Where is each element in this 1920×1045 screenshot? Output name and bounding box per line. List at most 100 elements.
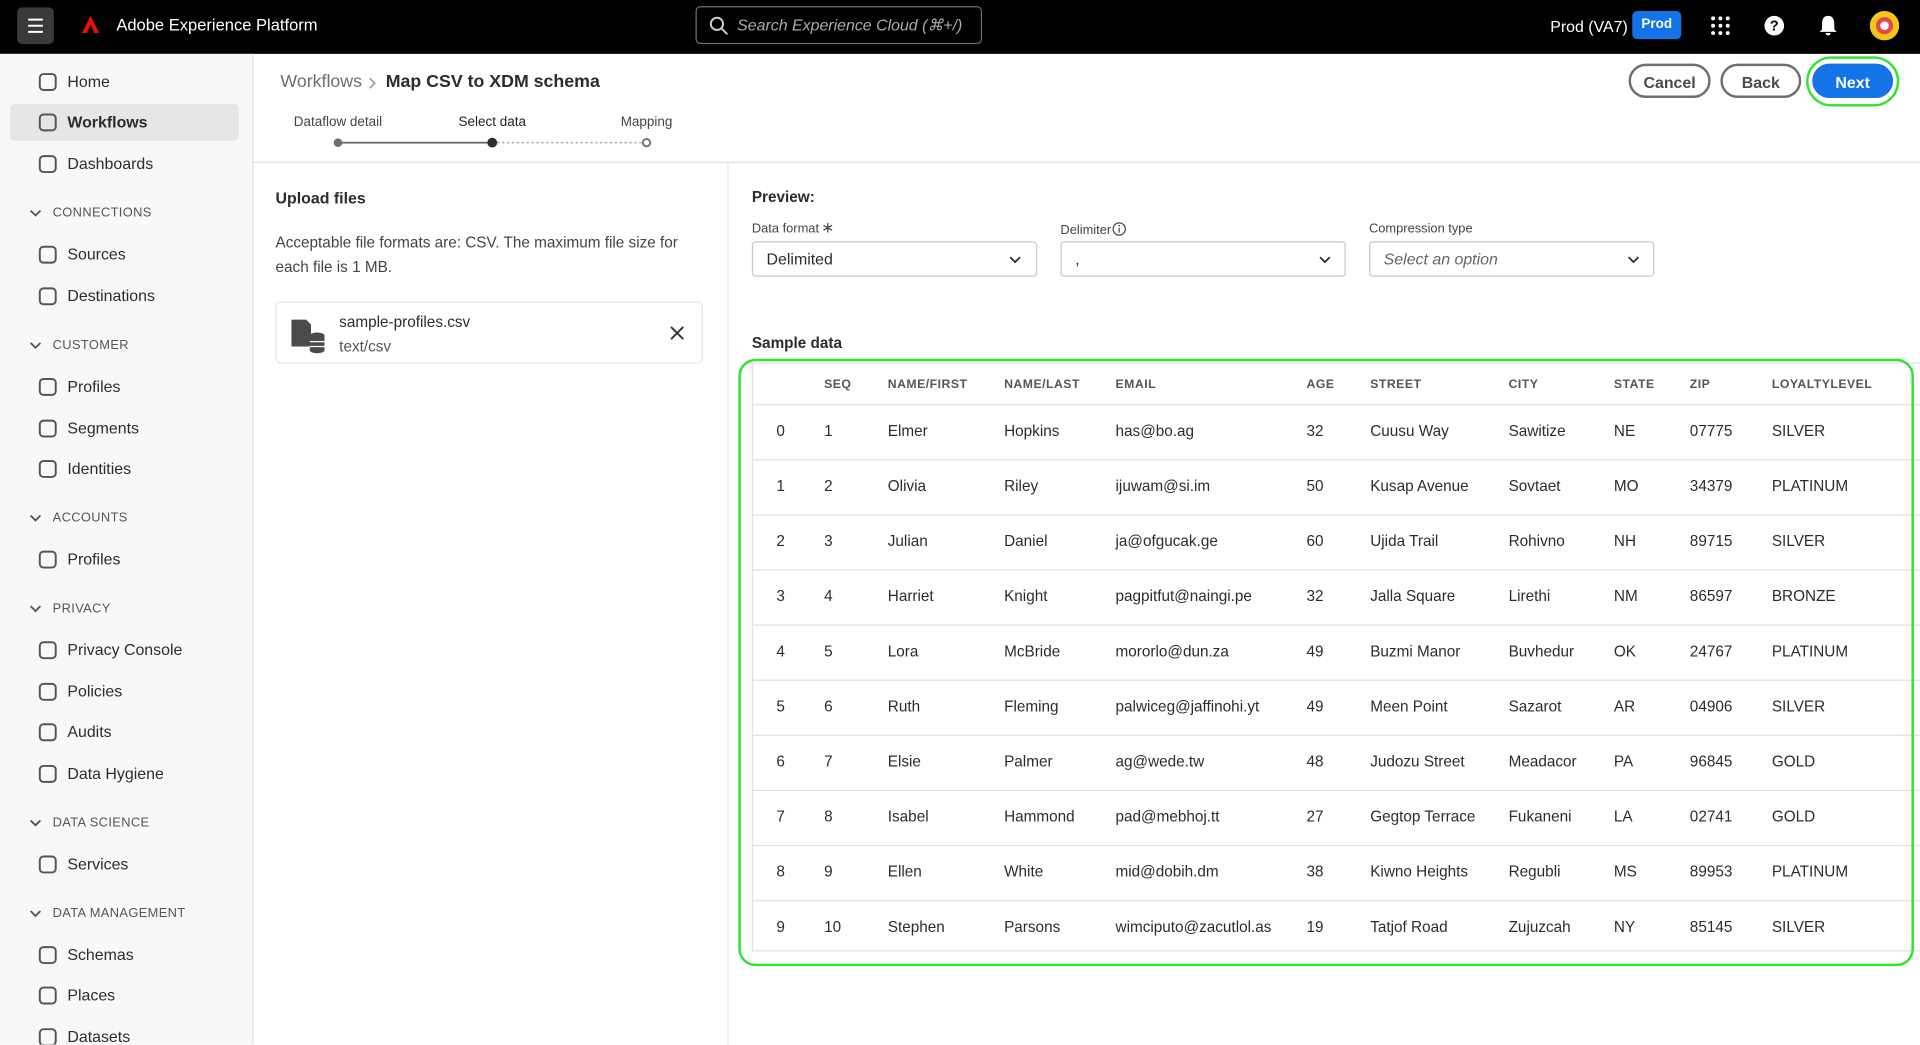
section-header: ACCOUNTS: [52, 510, 128, 526]
table-cell: 27: [1306, 808, 1324, 826]
table-cell: 7: [824, 753, 833, 771]
nav-item[interactable]: Datasets: [10, 1019, 239, 1045]
nav-icon: [38, 419, 57, 438]
table-cell: GOLD: [1771, 808, 1816, 826]
table-cell: 0: [776, 422, 785, 440]
table-cell: 2: [776, 532, 785, 550]
highlight: [738, 358, 1914, 967]
apps-icon[interactable]: [1709, 15, 1731, 37]
table-cell: Daniel: [1004, 532, 1048, 550]
nav-label: Identities: [67, 459, 132, 478]
table-cell: 49: [1306, 642, 1324, 661]
nav-item[interactable]: Workflows: [9, 104, 239, 141]
table-cell: Hopkins: [1004, 422, 1060, 440]
svg-text:?: ?: [1770, 19, 1779, 35]
chevron: [29, 910, 42, 918]
top-bar: Adobe Experience Platform Search Experie…: [0, 0, 1920, 54]
nav-label: Home: [67, 72, 110, 91]
nav-item[interactable]: Destinations: [10, 278, 239, 315]
table-cell: 07775: [1689, 422, 1733, 440]
nav-item[interactable]: Dashboards: [10, 146, 239, 183]
nav-item[interactable]: Audits: [10, 714, 239, 751]
cancel-button[interactable]: Cancel: [1628, 63, 1711, 98]
table-cell: MS: [1613, 863, 1637, 881]
nav-label: Sources: [67, 244, 126, 264]
table-cell: Ellen: [887, 863, 922, 881]
table-cell: Meadacor: [1508, 753, 1577, 771]
table-cell: 6: [824, 697, 833, 716]
nav-label: Segments: [67, 418, 140, 438]
table-cell: NY: [1613, 918, 1636, 936]
table-cell: 10: [824, 918, 842, 936]
table-cell: 34379: [1689, 477, 1733, 495]
table-cell: 60: [1306, 532, 1324, 550]
table-cell: 8: [824, 808, 833, 826]
table-cell: 4: [824, 587, 833, 605]
section-header: DATA SCIENCE: [52, 815, 150, 831]
environment[interactable]: Prod (VA7): [1550, 17, 1628, 36]
nav-item[interactable]: Profiles: [10, 541, 239, 578]
table-cell: Lirethi: [1508, 587, 1551, 605]
compression-select[interactable]: Select an option: [1368, 241, 1655, 277]
column-header: AGE: [1306, 378, 1335, 392]
nav-item[interactable]: Identities: [10, 451, 239, 488]
chevron: [29, 209, 42, 217]
table-cell: 2: [824, 477, 833, 495]
table-cell: Riley: [1004, 477, 1039, 495]
chevron: [29, 342, 42, 350]
delimiter-select[interactable]: ,: [1060, 241, 1346, 277]
table-cell: Kusap Avenue: [1370, 477, 1469, 495]
search-box[interactable]: Search Experience Cloud (⌘+/): [695, 6, 983, 45]
table-cell: Stephen: [887, 918, 945, 936]
table-cell: 02741: [1689, 808, 1733, 826]
nav-item[interactable]: Sources: [10, 236, 239, 273]
remove-file[interactable]: [670, 326, 685, 341]
nav-item[interactable]: Home: [10, 64, 239, 101]
table-cell: Rohivno: [1508, 532, 1565, 550]
table-cell: 6: [776, 753, 785, 771]
nav-item[interactable]: Services: [10, 846, 239, 883]
nav-item[interactable]: Segments: [10, 410, 239, 447]
breadcrumb-parent[interactable]: Workflows: [280, 72, 362, 92]
nav-item[interactable]: Privacy Console: [10, 632, 239, 669]
table-cell: OK: [1613, 642, 1637, 661]
nav-item[interactable]: Schemas: [10, 937, 239, 974]
next-button[interactable]: Next: [1812, 63, 1894, 98]
upload-description: Acceptable file formats are: CSV. The ma…: [275, 233, 678, 275]
column-header: LOYALTYLEVEL: [1771, 378, 1873, 392]
table-cell: Ujida Trail: [1370, 532, 1439, 550]
nav-label: Dashboards: [67, 154, 154, 173]
chevron: [29, 514, 42, 522]
table-cell: 1: [824, 422, 833, 440]
nav-item[interactable]: Data Hygiene: [10, 756, 239, 793]
nav-item[interactable]: Places: [10, 977, 239, 1014]
table-cell: 49: [1306, 697, 1324, 716]
table-cell: Sawitize: [1508, 422, 1566, 440]
menu-button[interactable]: [17, 7, 54, 45]
nav-label: Policies: [67, 682, 123, 701]
table-cell: Judozu Street: [1370, 753, 1465, 771]
row-divider: [753, 624, 1920, 626]
table-cell: palwiceg@jaffinohi.yt: [1115, 697, 1260, 716]
nav-item[interactable]: Policies: [10, 673, 239, 710]
back-button[interactable]: Back: [1720, 63, 1802, 98]
highlight: [1806, 56, 1900, 107]
product-name: Adobe Experience Platform: [116, 15, 318, 35]
nav-label: Places: [67, 985, 116, 1005]
table-cell: NE: [1613, 422, 1636, 440]
nav-icon: [38, 245, 57, 264]
avatar[interactable]: [1869, 11, 1900, 41]
row-divider: [753, 900, 1920, 902]
table-cell: 1: [776, 477, 785, 495]
column-header: CITY: [1508, 378, 1539, 392]
table-cell: Kiwno Heights: [1370, 863, 1469, 881]
table-cell: ag@wede.tw: [1115, 753, 1205, 771]
table-cell: 3: [824, 532, 833, 550]
help-icon[interactable]: ?: [1763, 15, 1785, 37]
nav-item[interactable]: Profiles: [10, 369, 239, 406]
table-title: Sample data: [751, 334, 843, 352]
data-format-select[interactable]: Delimited: [751, 241, 1038, 277]
notifications-icon[interactable]: [1818, 15, 1838, 37]
table-cell: 19: [1306, 918, 1324, 936]
table-cell: PLATINUM: [1771, 863, 1849, 881]
